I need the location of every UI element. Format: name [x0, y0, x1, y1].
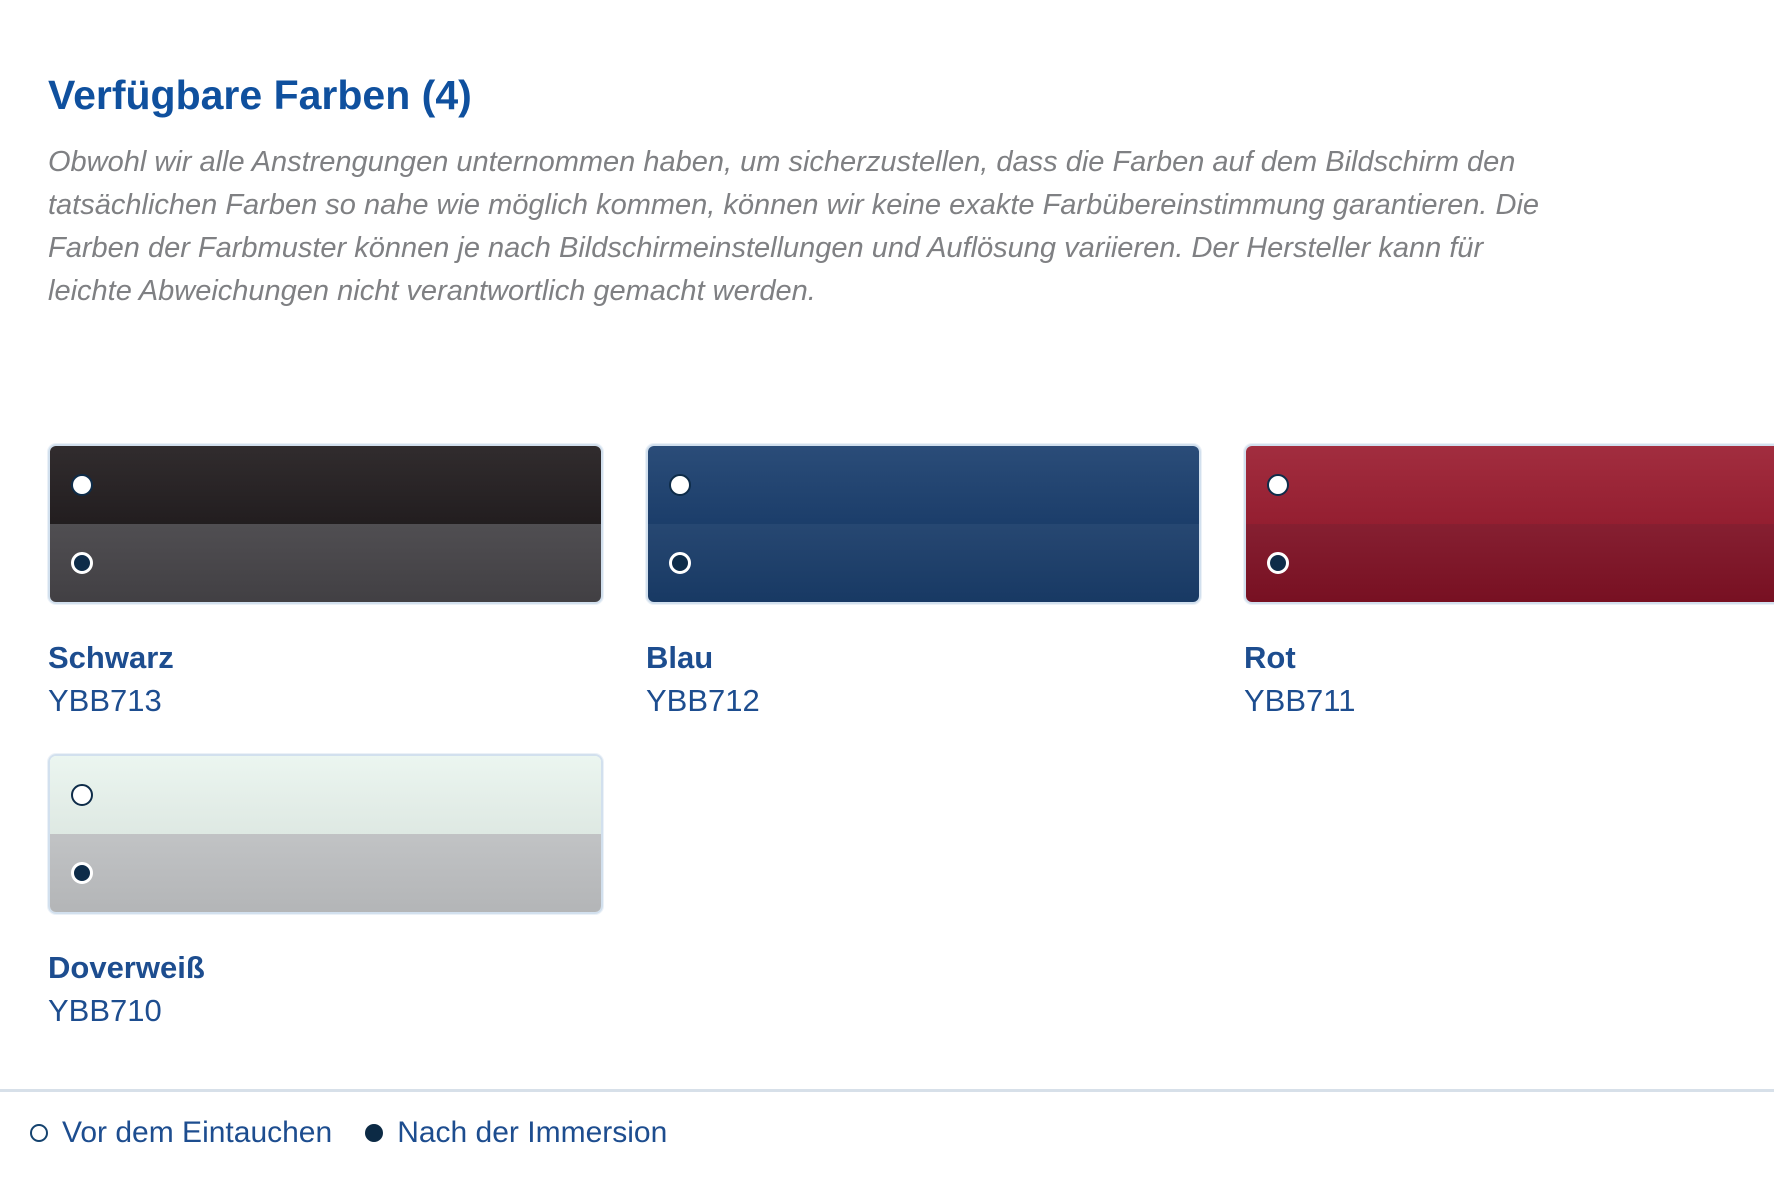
after-immersion-radio-icon[interactable] [71, 862, 93, 884]
color-card-rot: Rot YBB711 [1244, 444, 1774, 720]
swatch-schwarz-after-immersion[interactable] [50, 524, 601, 602]
color-card-doverweiss: Doverweiß YBB710 [48, 754, 603, 1030]
swatch-doverweiss-after-immersion[interactable] [50, 834, 601, 912]
page-title: Verfügbare Farben (4) [48, 72, 472, 118]
color-code: YBB712 [646, 683, 760, 718]
color-swatch-blau [646, 444, 1201, 604]
color-card-schwarz: Schwarz YBB713 [48, 444, 603, 720]
color-disclaimer-text: Obwohl wir alle Anstrengungen unternomme… [48, 146, 1540, 307]
swatch-rot-after-immersion[interactable] [1246, 524, 1774, 602]
circle-filled-icon [365, 1124, 384, 1142]
color-card-blau: Blau YBB712 [646, 444, 1201, 720]
swatch-blau-before-immersion[interactable] [648, 446, 1199, 524]
color-swatch-rot [1244, 444, 1774, 604]
color-code: YBB713 [48, 683, 162, 718]
section-divider [0, 1089, 1774, 1092]
color-code: YBB710 [48, 993, 162, 1028]
swatch-doverweiss-before-immersion[interactable] [50, 756, 601, 834]
after-immersion-radio-icon[interactable] [669, 552, 691, 574]
legend-before-label: Vor dem Eintauchen [62, 1116, 333, 1149]
circle-outline-icon [30, 1124, 48, 1142]
legend-after-immersion: Nach der Immersion [365, 1116, 667, 1150]
color-swatch-doverweiss [48, 754, 603, 914]
color-code: YBB711 [1244, 683, 1356, 718]
color-swatch-schwarz [48, 444, 603, 604]
before-immersion-radio-icon[interactable] [71, 474, 93, 496]
color-name: Schwarz [48, 640, 174, 675]
color-name: Rot [1244, 640, 1296, 675]
available-colors-section: Verfügbare Farben (4) Obwohl wir alle An… [0, 72, 1774, 1150]
before-immersion-radio-icon[interactable] [71, 784, 93, 806]
color-name: Doverweiß [48, 950, 205, 985]
legend-before-immersion: Vor dem Eintauchen [30, 1116, 332, 1150]
swatch-blau-after-immersion[interactable] [648, 524, 1199, 602]
before-immersion-radio-icon[interactable] [669, 474, 691, 496]
swatch-rot-before-immersion[interactable] [1246, 446, 1774, 524]
swatch-schwarz-before-immersion[interactable] [50, 446, 601, 524]
color-swatch-grid: Schwarz YBB713 Blau YBB712 [48, 444, 1774, 1030]
legend-after-label: Nach der Immersion [397, 1116, 668, 1149]
after-immersion-radio-icon[interactable] [71, 552, 93, 574]
color-name: Blau [646, 640, 714, 675]
before-immersion-radio-icon[interactable] [1267, 474, 1289, 496]
after-immersion-radio-icon[interactable] [1267, 552, 1289, 574]
immersion-legend: Vor dem Eintauchen Nach der Immersion [0, 1116, 1774, 1150]
